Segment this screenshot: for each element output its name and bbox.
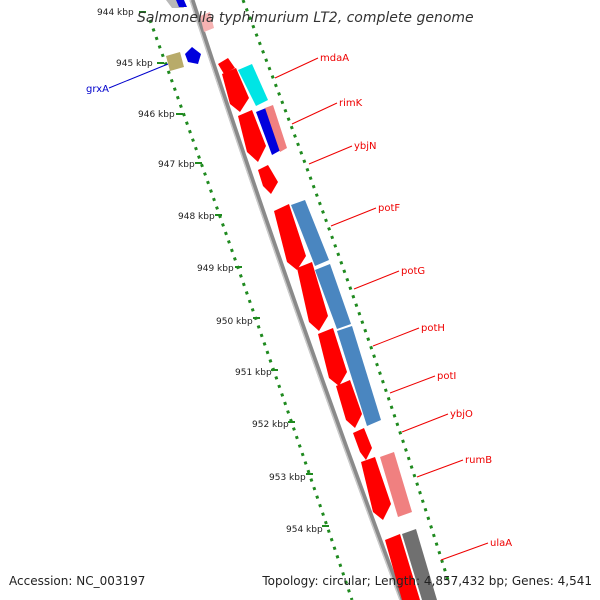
kbp-label-945: 945 kbp: [116, 59, 153, 69]
gene-label-ybjN: ybjN: [354, 141, 377, 152]
gene-rimK-arrow: [222, 68, 249, 112]
kbp-label-950: 950 kbp: [216, 317, 253, 327]
gene-ulaA-arrow: [385, 534, 420, 600]
tick-944: 944 kbp: [97, 8, 146, 18]
leader-line-ulaA: [440, 542, 489, 561]
gene-label-ybjO: ybjO: [450, 409, 473, 420]
genome-backbone-highlight: [189, 0, 401, 600]
gene-potI-arrow: [336, 380, 362, 428]
feature-olive-block: [166, 52, 184, 71]
gene-potG-arrow: [297, 262, 328, 331]
feature-top-pink: [200, 12, 214, 32]
tick-947: 947 kbp: [158, 160, 202, 170]
kbp-label-946: 946 kbp: [138, 110, 175, 120]
leader-line-potH: [372, 327, 420, 347]
gene-label-rimK: rimK: [339, 98, 363, 109]
leader-line-rumB: [416, 459, 464, 478]
kbp-label-952: 952 kbp: [252, 420, 289, 430]
tick-948: 948 kbp: [178, 212, 222, 222]
gene-label-potG: potG: [401, 266, 425, 277]
tick-952: 952 kbp: [252, 420, 295, 430]
gene-ybjO-arrow: [353, 428, 372, 460]
gene-label-potI: potI: [437, 371, 456, 382]
tick-954: 954 kbp: [286, 525, 329, 535]
gene-label-potH: potH: [421, 323, 445, 334]
gene-potH-arrow: [318, 328, 347, 386]
cog-block-blue: [256, 108, 281, 155]
gene-label-mdaA: mdaA: [320, 53, 349, 64]
leader-line-rimK: [291, 102, 338, 125]
cog-block-steelblue-2: [315, 264, 351, 329]
kbp-label-947: 947 kbp: [158, 160, 195, 170]
tick-946: 946 kbp: [138, 110, 183, 120]
gene-label-ulaA: ulaA: [490, 538, 512, 549]
leader-line-mdaA: [274, 57, 319, 79]
map-title: Salmonella typhimurium LT2, complete gen…: [137, 10, 474, 26]
leader-line-grxA: [108, 63, 169, 89]
kbp-label-944: 944 kbp: [97, 8, 134, 18]
gene-label-potF: potF: [378, 203, 400, 214]
gene-grxA-arrow: [185, 47, 201, 64]
leader-line-ybjN: [308, 145, 353, 165]
cog-block-steelblue-3: [337, 326, 381, 426]
cog-block-pink-1: [265, 105, 287, 152]
tick-951: 951 kbp: [235, 368, 278, 378]
cog-block-cyan: [238, 64, 268, 106]
kbp-label-948: 948 kbp: [178, 212, 215, 222]
kbp-label-949: 949 kbp: [197, 264, 234, 274]
tick-953: 953 kbp: [269, 473, 313, 483]
leader-line-potI: [389, 375, 436, 394]
gene-ybjN-arrow: [238, 110, 266, 162]
accession-label: Accession: NC_003197: [9, 574, 146, 588]
tick-950: 950 kbp: [216, 317, 260, 327]
kbp-label-954: 954 kbp: [286, 525, 323, 535]
topology-label: Topology: circular; Length: 4,857,432 bp…: [262, 574, 592, 588]
right-dotted-ring: [241, 0, 450, 581]
feature-top-blue: [176, 0, 187, 7]
tick-949: 949 kbp: [197, 264, 242, 274]
gene-potF-arrow: [274, 204, 306, 270]
kbp-label-951: 951 kbp: [235, 368, 272, 378]
cog-block-pink-2: [380, 452, 412, 517]
cog-block-gray: [402, 529, 437, 600]
gene-mdaA-arrow: [218, 58, 235, 74]
leader-line-potF: [330, 207, 377, 227]
gene-label-rumB: rumB: [465, 455, 492, 466]
leader-line-potG: [353, 270, 400, 290]
leader-line-ybjO: [401, 413, 449, 433]
genome-backbone: [189, 0, 405, 600]
kbp-label-953: 953 kbp: [269, 473, 306, 483]
gene-rumB-arrow: [361, 457, 391, 520]
gene-label-grxA: grxA: [86, 84, 109, 95]
gene-ybjN-small-arrow: [258, 165, 278, 194]
cog-block-steelblue-1: [291, 200, 329, 266]
tick-945: 945 kbp: [116, 59, 164, 69]
